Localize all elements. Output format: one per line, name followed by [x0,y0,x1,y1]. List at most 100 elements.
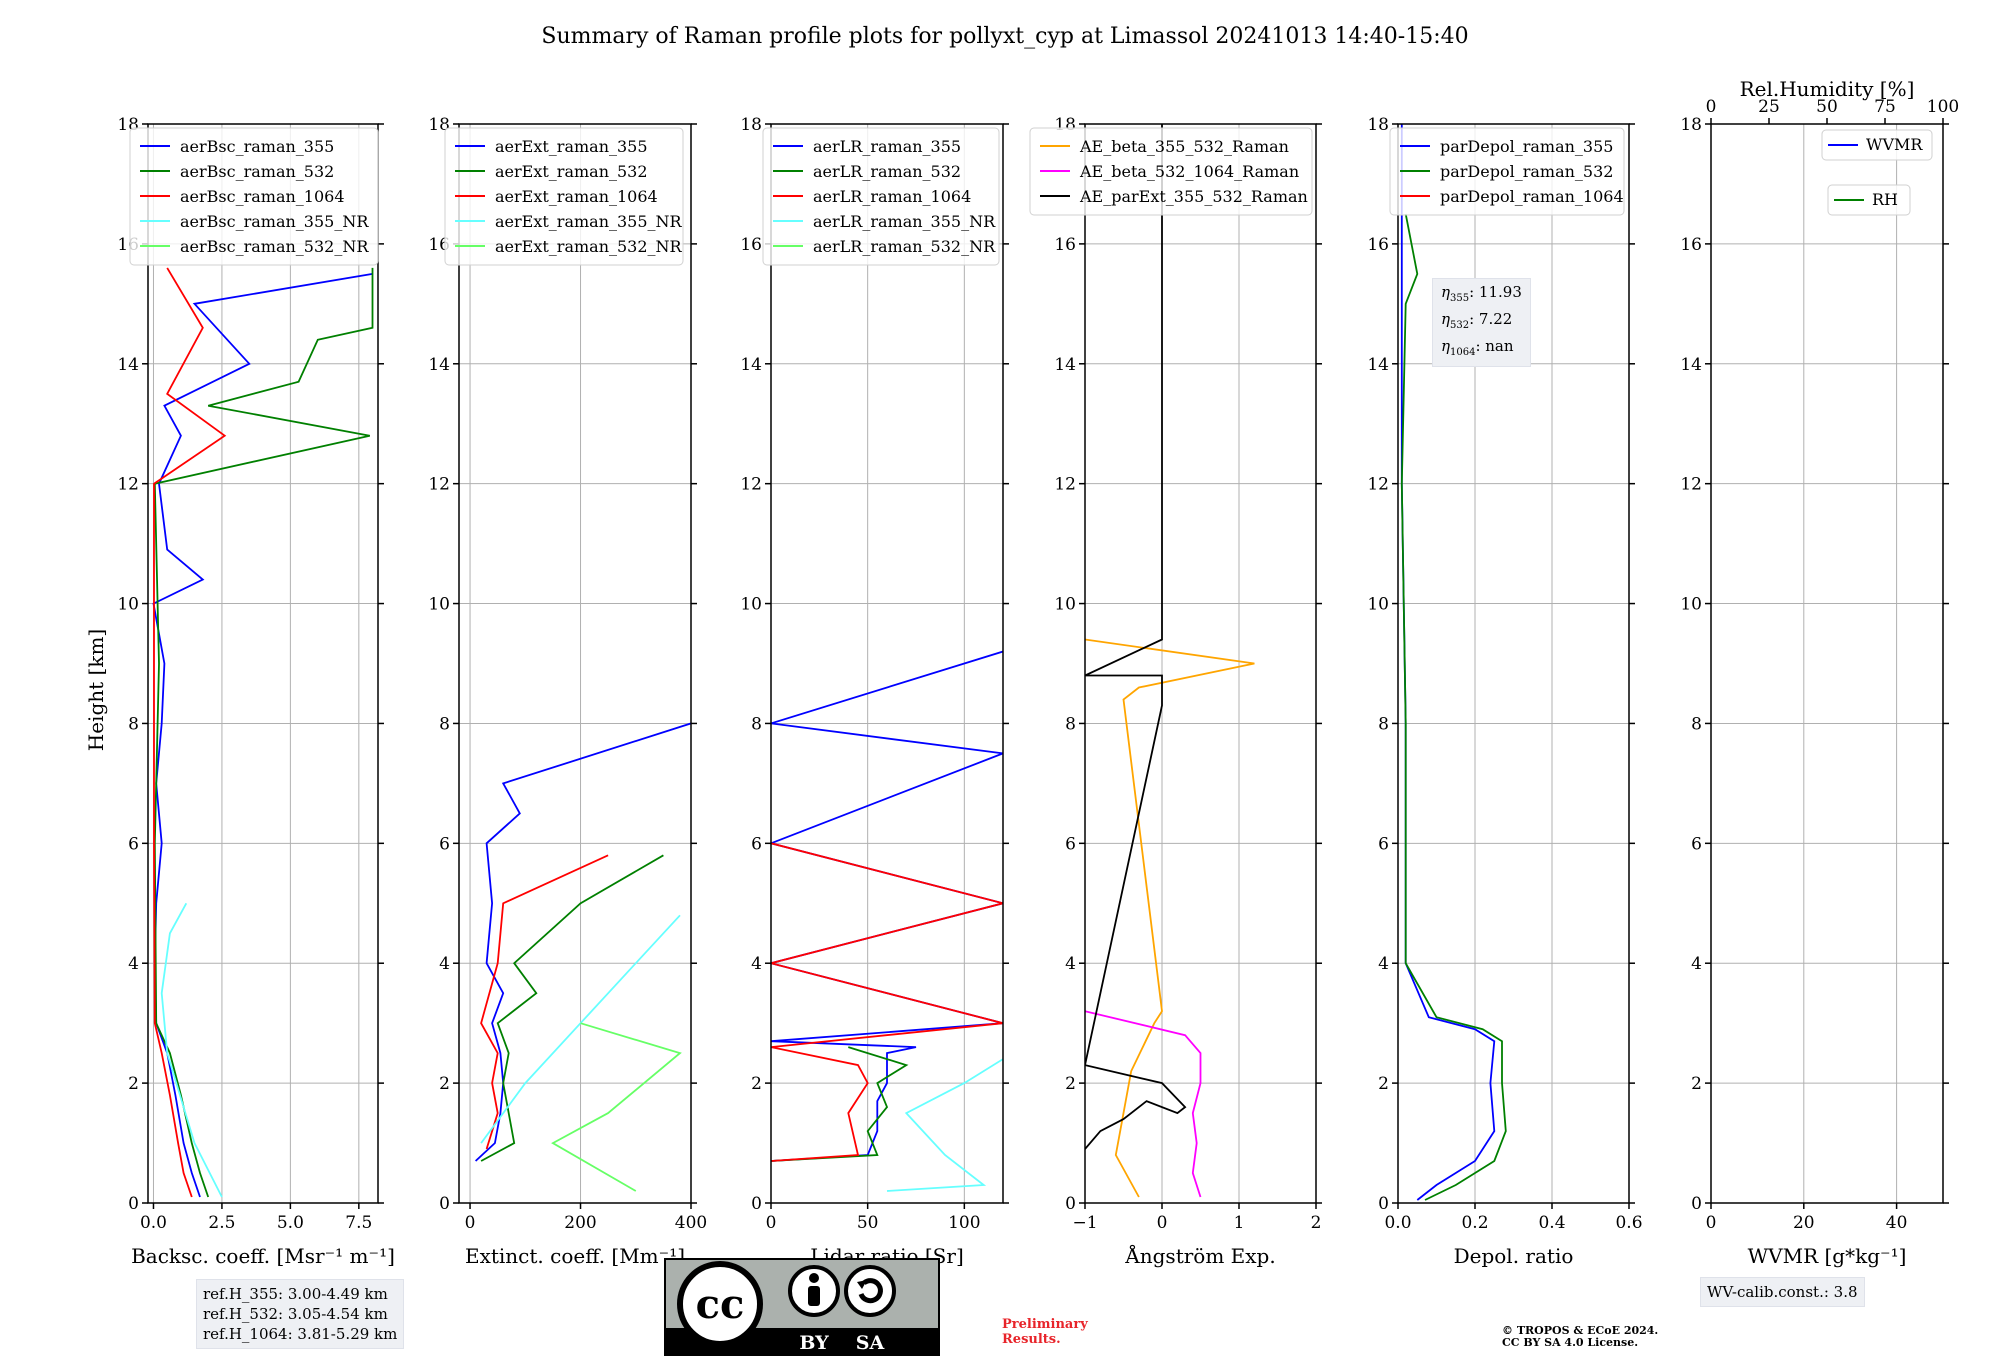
figure-title: Summary of Raman profile plots for polly… [541,24,1468,49]
y-tick-label: 6 [1378,834,1389,854]
x-tick-label: 0.0 [140,1213,167,1233]
x-tick-label: 50 [857,1213,879,1233]
series-aerLR_raman_532 [771,1046,909,1162]
legend-label: aerExt_raman_1064 [495,187,658,206]
y-tick-label: 4 [439,954,450,974]
x-tick-label: 0.4 [1538,1213,1565,1233]
x-tick-label: 0.2 [1461,1213,1488,1233]
y-tick-label: 16 [740,235,762,255]
series-AE_beta_532_1064_Raman [1085,1010,1202,1198]
series-aerLR_raman_355_NR [886,1058,1003,1192]
y-tick-label: 14 [1054,355,1076,375]
x-tick-label: 7.5 [345,1213,372,1233]
axes-frame [147,123,379,1204]
y-tick-label: 6 [128,834,139,854]
legend-box [129,127,379,266]
cc-logo-text: cc [696,1281,745,1328]
y-tick-label: 12 [740,475,762,495]
data-series-group [771,650,1003,1192]
panel-depol: 0.0 0.2 0.4 0.6 0 2 4 6 8 10 12 14 16 18 Depol. ratio p… [1367,115,1642,1268]
legend-label: aerExt_raman_355_NR [495,212,683,231]
axes-frame [1710,123,1944,1204]
share-alike-icon [858,1278,883,1304]
legend-label: aerBsc_raman_355_NR [180,212,369,231]
x-tick-label: 0 [1706,1213,1717,1233]
legend-label: aerBsc_raman_532_NR [180,237,369,256]
panel-wv: 0 20 40 0 2 4 6 8 10 12 14 16 18 WVMR [g*kg⁻¹] 0 25 50 75… [1680,77,1959,1268]
data-series-group [474,722,691,1192]
eta-1064: η1064: nan [1441,337,1514,358]
legend-box [1389,127,1625,216]
top-x-axis-label: Rel.Humidity [%] [1740,77,1915,101]
x-tick-label: 2.5 [208,1213,235,1233]
y-tick-label: 8 [1378,714,1389,734]
y-tick-label: 18 [428,115,450,135]
y-tick-label: 0 [128,1194,139,1214]
y-tick-label: 4 [1691,954,1702,974]
ref-height-355: ref.H_355: 3.00-4.49 km [203,1285,388,1303]
preliminary-note: Preliminary Results. [1002,1317,1088,1347]
series-AE_beta_355_532_Raman [1085,638,1255,1198]
eta-box: η355: 11.93 η532: 7.22 η1064: nan [1432,278,1531,367]
sa-logo-text: SA [856,1332,885,1354]
y-tick-label: 10 [117,595,139,615]
y-tick-label: 14 [1680,355,1702,375]
legend-label: parDepol_raman_355 [1440,137,1613,156]
x-axis-label: Ångström Exp. [1124,1243,1275,1268]
y-tick-label: 10 [428,595,450,615]
series-aerExt_raman_1064 [480,854,609,1150]
legend-label: aerLR_raman_532 [813,162,961,181]
y-tick-label: 12 [1367,475,1389,495]
y-tick-label: 4 [1378,954,1389,974]
y-tick-label: 0 [751,1194,762,1214]
legend-label: WVMR [1866,135,1923,154]
y-tick-label: 16 [1367,235,1389,255]
y-tick-label: 10 [1680,595,1702,615]
copyright-note: © TROPOS & ECoE 2024. CC BY SA 4.0 Licen… [1502,1325,1658,1349]
y-tick-label: 2 [1691,1074,1702,1094]
top-x-tick-label: 50 [1816,97,1838,117]
legend-label: aerExt_raman_532_NR [495,237,683,256]
y-tick-label: 4 [1065,954,1076,974]
y-tick-label: 14 [740,355,762,375]
top-x-tick-label: 100 [1927,97,1959,117]
legend-label: AE_beta_532_1064_Raman [1079,162,1299,181]
top-x-tick-label: 0 [1706,97,1717,117]
y-tick-label: 16 [1680,235,1702,255]
series-aerExt_raman_532 [480,854,664,1162]
series-aerExt_raman_355 [474,722,691,1162]
legend-label: aerBsc_raman_1064 [180,187,345,206]
preliminary-line-1: Preliminary [1002,1317,1088,1332]
x-tick-label: 2 [1311,1213,1322,1233]
y-tick-label: 0 [1065,1194,1076,1214]
x-tick-label: 100 [948,1213,980,1233]
y-axis-label: Height [km] [84,629,108,751]
y-tick-label: 8 [439,714,450,734]
y-tick-label: 2 [1378,1074,1389,1094]
x-tick-label: −1 [1072,1213,1097,1233]
y-tick-label: 8 [128,714,139,734]
cc-by-sa-logo: cc BY SA [664,1258,940,1356]
legend-label: aerLR_raman_355_NR [813,212,996,231]
series-aerBsc_raman_355_NR [160,902,223,1198]
y-tick-label: 18 [1367,115,1389,135]
series-parDepol_raman_532 [1400,213,1507,1201]
ref-height-532: ref.H_532: 3.05-4.54 km [203,1305,388,1323]
legend-box [1029,127,1313,216]
y-tick-label: 2 [1065,1074,1076,1094]
y-tick-label: 10 [740,595,762,615]
axes-frame [770,123,1004,1204]
x-axis-label: Extinct. coeff. [Mm⁻¹] [465,1244,685,1268]
y-tick-label: 12 [1054,475,1076,495]
legend-box [1827,184,1911,216]
y-tick-label: 2 [128,1074,139,1094]
axes-frame [1084,123,1317,1204]
x-axis-label: WVMR [g*kg⁻¹] [1748,1244,1907,1268]
y-tick-label: 14 [1367,355,1389,375]
series-aerLR_raman_1064 [771,842,1003,1162]
y-tick-label: 0 [439,1194,450,1214]
y-tick-label: 14 [428,355,450,375]
x-tick-label: 0.6 [1615,1213,1642,1233]
